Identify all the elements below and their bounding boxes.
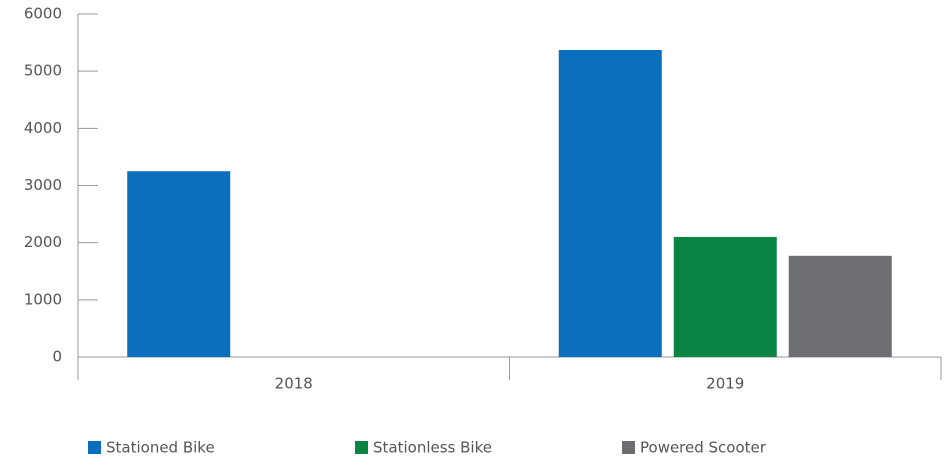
y-tick-label: 1000 (24, 290, 62, 308)
bar (673, 236, 777, 357)
y-tick-label: 2000 (24, 233, 62, 251)
legend-label: Stationless Bike (373, 439, 492, 457)
y-tick-label: 4000 (24, 119, 62, 137)
x-tick-label: 2019 (706, 375, 744, 393)
legend-swatch (88, 441, 101, 454)
legend-swatch (622, 441, 635, 454)
legend-label: Stationed Bike (106, 439, 215, 457)
legend-swatch (355, 441, 368, 454)
bar (558, 50, 662, 357)
bar (127, 171, 231, 357)
x-tick-label: 2018 (275, 375, 313, 393)
y-tick-label: 0 (52, 348, 62, 366)
legend-label: Powered Scooter (640, 439, 767, 457)
bar (788, 255, 892, 357)
y-tick-label: 6000 (24, 5, 62, 23)
y-tick-label: 5000 (24, 62, 62, 80)
y-tick-label: 3000 (24, 176, 62, 194)
